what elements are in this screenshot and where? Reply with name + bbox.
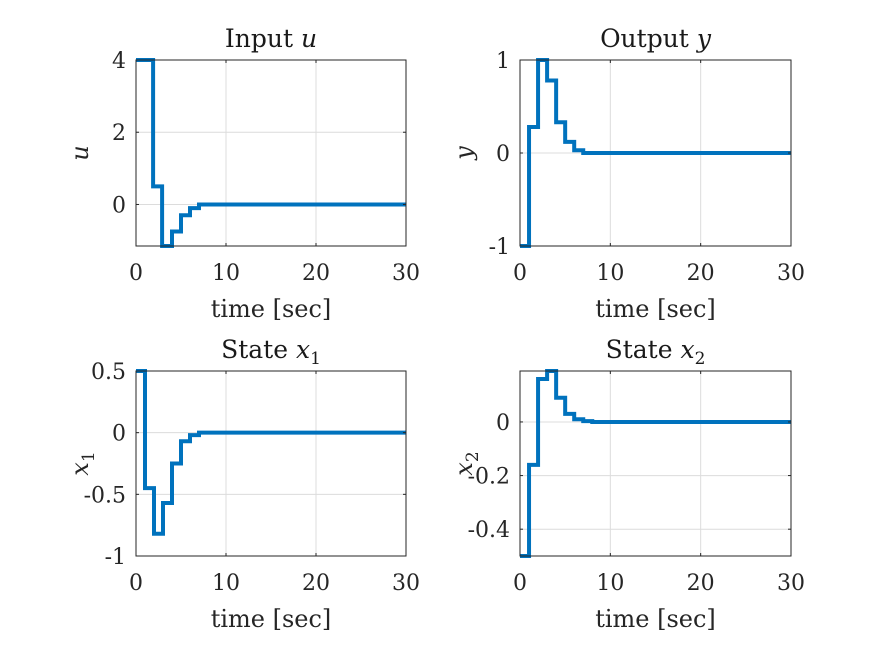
input-y-tick-label: 2 — [112, 121, 126, 146]
state2-x-tick-label: 20 — [687, 571, 715, 596]
state2-x-axis-label: time [sec] — [595, 605, 716, 633]
state1-axes-box — [135, 370, 407, 557]
input-title-var: u — [301, 24, 317, 53]
state2-y-tick-label: -0.2 — [468, 465, 510, 490]
state1-title: State x1 — [221, 335, 321, 369]
state2-title-text: State — [606, 335, 681, 364]
state1-x-axis-label: time [sec] — [211, 605, 332, 633]
state1-y-tick-label: 0.5 — [91, 360, 126, 385]
input-y-axis-var: u — [66, 145, 94, 160]
output-y-tick-label: 1 — [496, 49, 510, 74]
input-title: Input u — [225, 24, 317, 53]
state2-y-axis-sub: 2 — [463, 451, 483, 462]
input-plot-area — [136, 60, 406, 246]
input-x-axis-label: time [sec] — [211, 295, 332, 323]
output-y-axis-var: y — [450, 146, 478, 161]
state2-title-var: x — [680, 335, 694, 364]
state1-y-axis-label: x1 — [66, 451, 99, 475]
state2-y-axis-label: x2 — [450, 451, 483, 475]
state1-title-sub: 1 — [310, 349, 321, 369]
output-x-tick-label: 30 — [777, 261, 805, 286]
output-y-axis-label: y — [450, 146, 478, 161]
state2-title: State x2 — [606, 335, 706, 369]
output-title: Output y — [600, 24, 712, 53]
state1-x-tick-label: 20 — [302, 571, 330, 596]
state2-y-tick-label: 0 — [496, 411, 510, 436]
input-y-tick-label: 0 — [112, 193, 126, 218]
state1-title-text: State — [221, 335, 296, 364]
output-x-axis-label: time [sec] — [595, 295, 716, 323]
input-x-tick-label: 0 — [129, 261, 143, 286]
state2-title-sub: 2 — [695, 349, 706, 369]
state1-y-tick-label: -0.5 — [84, 483, 126, 508]
output-y-tick-label: 0 — [496, 142, 510, 167]
state2-x-tick-label: 10 — [596, 571, 624, 596]
output-y-tick-label: -1 — [489, 235, 510, 260]
input-panel: 0 10 20 30 0 2 4 Input u time [sec] u — [66, 24, 420, 323]
state1-y-tick-label: -1 — [105, 545, 126, 570]
input-axes-box — [135, 59, 407, 247]
input-series-line — [136, 58, 406, 248]
state1-x-tick-label: 30 — [392, 571, 420, 596]
state1-y-axis-sub: 1 — [79, 451, 99, 462]
output-x-tick-label: 10 — [596, 261, 624, 286]
input-x-tick-label: 10 — [212, 261, 240, 286]
output-title-var: y — [696, 24, 712, 53]
state1-y-axis-var: x — [66, 462, 94, 476]
input-x-tick-label: 20 — [302, 261, 330, 286]
output-title-text: Output — [600, 24, 697, 53]
state2-series-line — [520, 369, 791, 558]
input-y-tick-label: 4 — [112, 49, 126, 74]
input-y-axis-label: u — [66, 145, 94, 160]
state1-title-var: x — [296, 335, 310, 364]
state2-x-tick-label: 30 — [777, 571, 805, 596]
input-x-tick-label: 30 — [392, 261, 420, 286]
input-title-text: Input — [225, 24, 301, 53]
state2-y-axis-var: x — [450, 462, 478, 476]
state2-y-tick-label: -0.4 — [468, 518, 510, 543]
state1-x-tick-label: 0 — [129, 571, 143, 596]
output-series-line — [520, 58, 791, 248]
state2-axes-box — [519, 370, 792, 557]
state1-x-tick-label: 10 — [212, 571, 240, 596]
output-x-tick-label: 20 — [687, 261, 715, 286]
state1-series-line — [136, 369, 406, 536]
output-x-tick-label: 0 — [513, 261, 527, 286]
state2-x-tick-label: 0 — [513, 571, 527, 596]
state1-y-tick-label: 0 — [112, 422, 126, 447]
